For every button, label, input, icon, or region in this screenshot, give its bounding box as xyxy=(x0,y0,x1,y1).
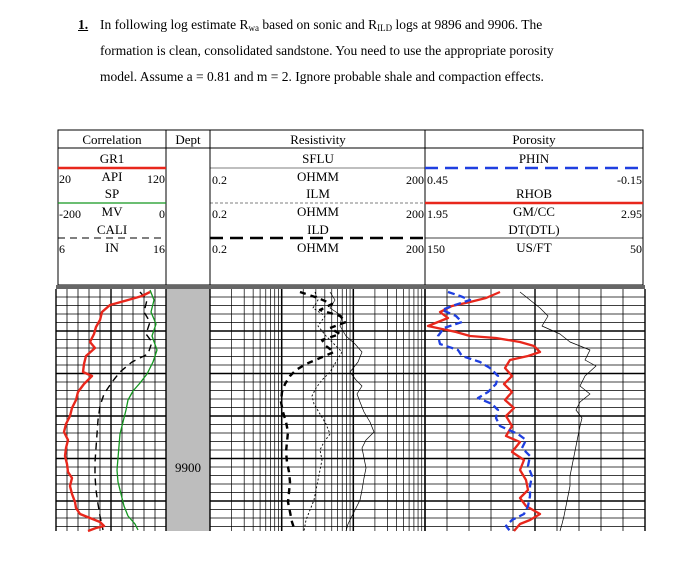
log-grid xyxy=(55,289,646,531)
gr-scale-left: 20 xyxy=(59,172,71,186)
rhob-unit: GM/CC xyxy=(513,204,555,219)
gr-curve xyxy=(62,290,151,533)
track1-title: Correlation xyxy=(82,132,142,147)
gr-curve-name: GR1 xyxy=(100,151,125,166)
sp-curve xyxy=(116,289,158,531)
log-header xyxy=(57,129,644,286)
track2-title: Resistivity xyxy=(290,132,346,147)
sp-unit: MV xyxy=(102,204,124,219)
depth-label: 9900 xyxy=(175,460,201,475)
dt-scale-left: 150 xyxy=(427,242,445,256)
track3-title: Porosity xyxy=(512,132,556,147)
question-line-1: In following log estimate Rwa based on s… xyxy=(100,17,543,33)
question-line-3: model. Assume a = 0.81 and m = 2. Ignore… xyxy=(100,69,544,84)
cali-curve xyxy=(94,291,153,531)
cali-scale-right: 16 xyxy=(153,242,165,256)
ild-unit: OHMM xyxy=(297,240,339,255)
gr-unit: API xyxy=(102,169,123,184)
dt-curve xyxy=(519,291,597,532)
phin-scale-left: 0.45 xyxy=(427,173,448,187)
sp-scale-right: 0 xyxy=(159,207,165,221)
depth-title: Dept xyxy=(175,132,201,147)
rhob-curve xyxy=(426,290,542,532)
sflu-unit: OHMM xyxy=(297,169,339,184)
phin-scale-right: -0.15 xyxy=(617,173,642,187)
sflu-curve-name: SFLU xyxy=(302,151,334,166)
log-curves xyxy=(62,289,597,533)
depth-track xyxy=(166,289,210,531)
question-number: 1. xyxy=(78,17,89,32)
cali-unit: IN xyxy=(105,240,119,255)
dt-curve-name: DT(DTL) xyxy=(508,222,559,237)
cali-scale-left: 6 xyxy=(59,242,65,256)
ild-scale-right: 200 xyxy=(406,242,424,256)
sflu-scale-left: 0.2 xyxy=(212,173,227,187)
ild-scale-left: 0.2 xyxy=(212,242,227,256)
ilm-curve xyxy=(303,291,343,532)
sp-scale-left: -200 xyxy=(59,207,81,221)
sflu-curve xyxy=(329,291,375,532)
phin-curve-name: PHIN xyxy=(519,151,550,166)
dt-unit: US/FT xyxy=(516,240,551,255)
ild-curve-name: ILD xyxy=(307,222,329,237)
dt-scale-right: 50 xyxy=(630,242,642,256)
cali-curve-name: CALI xyxy=(97,222,127,237)
ilm-curve-name: ILM xyxy=(306,186,330,201)
phin-curve xyxy=(436,290,534,532)
gr-scale-right: 120 xyxy=(147,172,165,186)
sp-curve-name: SP xyxy=(105,186,119,201)
rhob-scale-left: 1.95 xyxy=(427,207,448,221)
ilm-scale-right: 200 xyxy=(406,207,424,221)
rhob-scale-right: 2.95 xyxy=(621,207,642,221)
ilm-scale-left: 0.2 xyxy=(212,207,227,221)
sflu-scale-right: 200 xyxy=(406,173,424,187)
header-text: Correlation Dept Resistivity Porosity GR… xyxy=(59,132,642,256)
rhob-curve-name: RHOB xyxy=(516,186,552,201)
ilm-unit: OHMM xyxy=(297,204,339,219)
header-curve-lines xyxy=(58,166,643,240)
question-line-2: formation is clean, consolidated sandsto… xyxy=(100,43,554,58)
ild-curve xyxy=(279,290,348,532)
